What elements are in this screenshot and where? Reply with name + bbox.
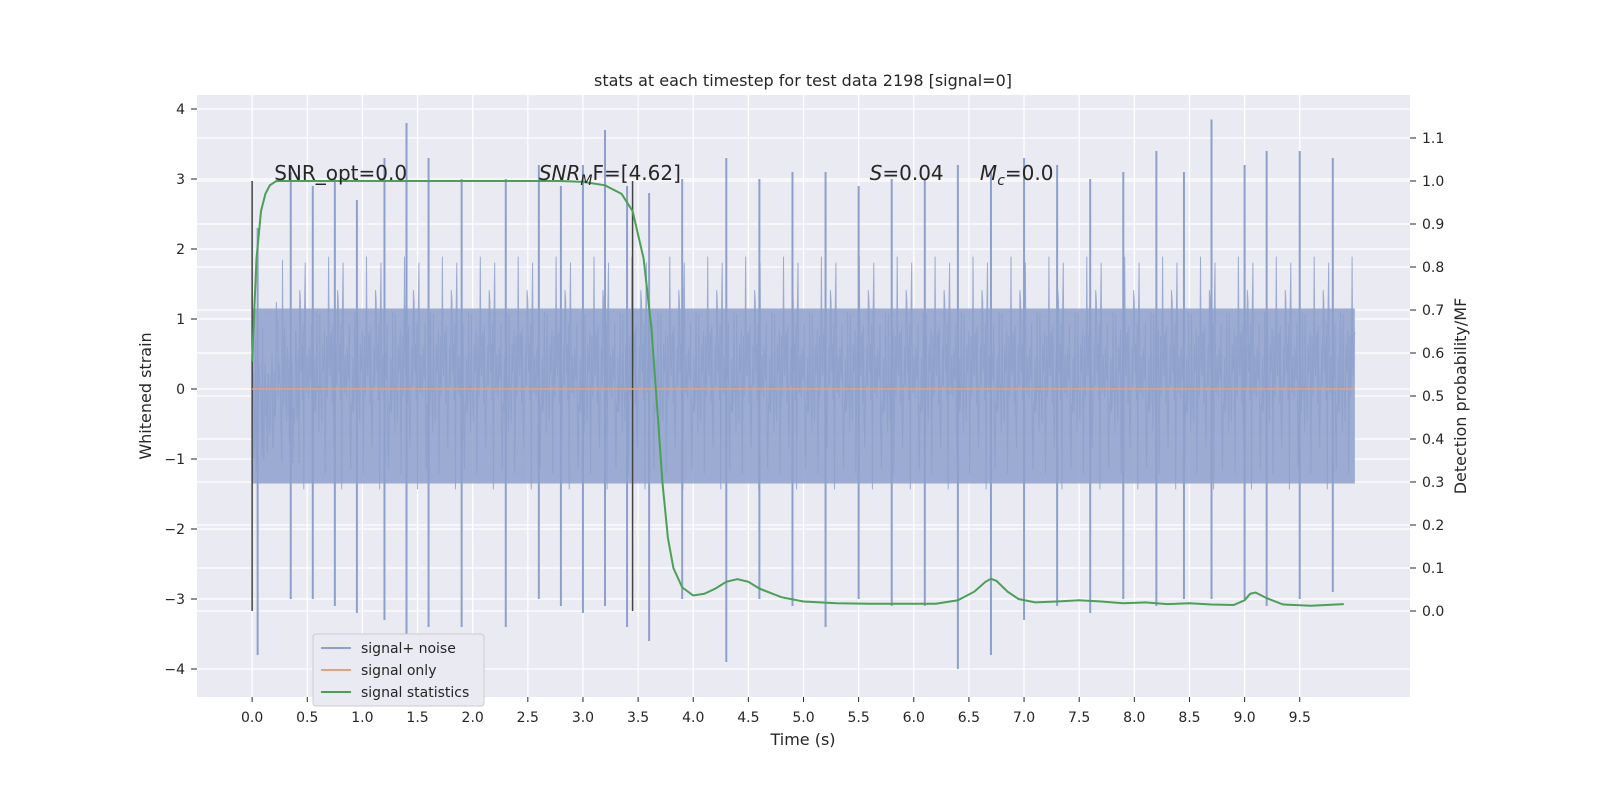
y-left-tick-label: 0: [176, 382, 185, 398]
y-right-tick-label: 0.8: [1422, 260, 1444, 276]
y-left-tick-label: 2: [176, 242, 185, 258]
y-right-tick-label: 0.4: [1422, 432, 1444, 448]
x-tick-label: 0.0: [241, 710, 263, 726]
x-tick-label: 6.0: [903, 710, 925, 726]
x-tick-label: 3.0: [572, 710, 594, 726]
y-axis-label-right: Detection probability/MF: [1451, 298, 1470, 495]
annotation-snr_mf: SNRMF=[4.62]: [539, 161, 681, 189]
y-left-tick-label: −3: [164, 592, 185, 608]
legend-box: [312, 633, 485, 707]
chart-title: stats at each timestep for test data 219…: [594, 71, 1012, 90]
y-right-tick-label: 0.6: [1422, 346, 1444, 362]
x-tick-label: 6.5: [958, 710, 980, 726]
annotation-snr_opt: SNR_opt=0.0: [274, 161, 407, 185]
x-tick-label: 4.0: [682, 710, 704, 726]
x-tick-label: 1.0: [351, 710, 373, 726]
annotation-mc: Mc=0.0: [980, 161, 1054, 189]
x-axis-label: Time (s): [769, 730, 835, 749]
x-tick-label: 5.0: [792, 710, 814, 726]
x-tick-label: 8.0: [1123, 710, 1145, 726]
y-left-tick-label: 1: [176, 312, 185, 328]
signal-statistics-line: [251, 180, 1344, 607]
x-tick-label: 9.0: [1233, 710, 1255, 726]
y-right-tick-label: 1.0: [1422, 174, 1444, 190]
legend-label-signal-noise: signal+ noise: [361, 641, 456, 657]
y-right-tick-label: 0.3: [1422, 475, 1444, 491]
y-right-tick-label: 0.7: [1422, 303, 1444, 319]
y-axis-label-left: Whitened strain: [136, 332, 155, 459]
x-tick-label: 5.5: [848, 710, 870, 726]
y-right-tick-label: 0.0: [1422, 604, 1444, 620]
x-tick-label: 7.5: [1068, 710, 1090, 726]
x-tick-label: 0.5: [296, 710, 318, 726]
y-left-tick-label: −2: [164, 522, 185, 538]
y-right-tick-labels: 0.0 0.1 0.2 0.3 0.4 0.5 0.6 0.7 0.8 0.9 1.0 1.1: [1410, 131, 1444, 620]
x-tick-label: 7.0: [1013, 710, 1035, 726]
x-tick-label: 8.5: [1178, 710, 1200, 726]
x-tick-label: 1.5: [406, 710, 428, 726]
legend: signal+ noise signal only signal statist…: [312, 633, 485, 707]
annotation-s_stat: S=0.04: [870, 161, 944, 185]
y-right-tick-label: 0.5: [1422, 389, 1444, 405]
x-tick-label: 3.5: [627, 710, 649, 726]
y-right-tick-label: 1.1: [1422, 131, 1444, 147]
x-tick-label: 9.5: [1289, 710, 1311, 726]
signal-noise-core: [252, 308, 1355, 484]
y-right-tick-label: 0.1: [1422, 561, 1444, 577]
lines-layer: [251, 180, 1355, 611]
y-left-tick-label: 3: [176, 172, 185, 188]
annotations: SNR_opt=0.0 SNRMF=[4.62] S=0.04 Mc=0.0: [274, 161, 1053, 189]
x-tick-label: 4.5: [737, 710, 759, 726]
y-left-tick-labels: −4 −3 −2 −1 0 1 2 3 4: [164, 102, 197, 678]
x-tick-label: 2.0: [462, 710, 484, 726]
x-tick-labels: 0.0 0.5 1.0 1.5 2.0 2.5 3.0 3.5 4.0 4.5 5.0 5.5 6.0 6…: [241, 697, 1311, 726]
y-left-tick-label: −1: [164, 452, 185, 468]
y-right-tick-label: 0.9: [1422, 217, 1444, 233]
y-left-tick-label: 4: [176, 102, 185, 118]
x-tick-label: 2.5: [517, 710, 539, 726]
legend-label-signal-statistics: signal statistics: [361, 685, 469, 701]
y-left-tick-label: −4: [164, 662, 185, 678]
y-right-tick-label: 0.2: [1422, 518, 1444, 534]
legend-label-signal-only: signal only: [361, 663, 436, 679]
